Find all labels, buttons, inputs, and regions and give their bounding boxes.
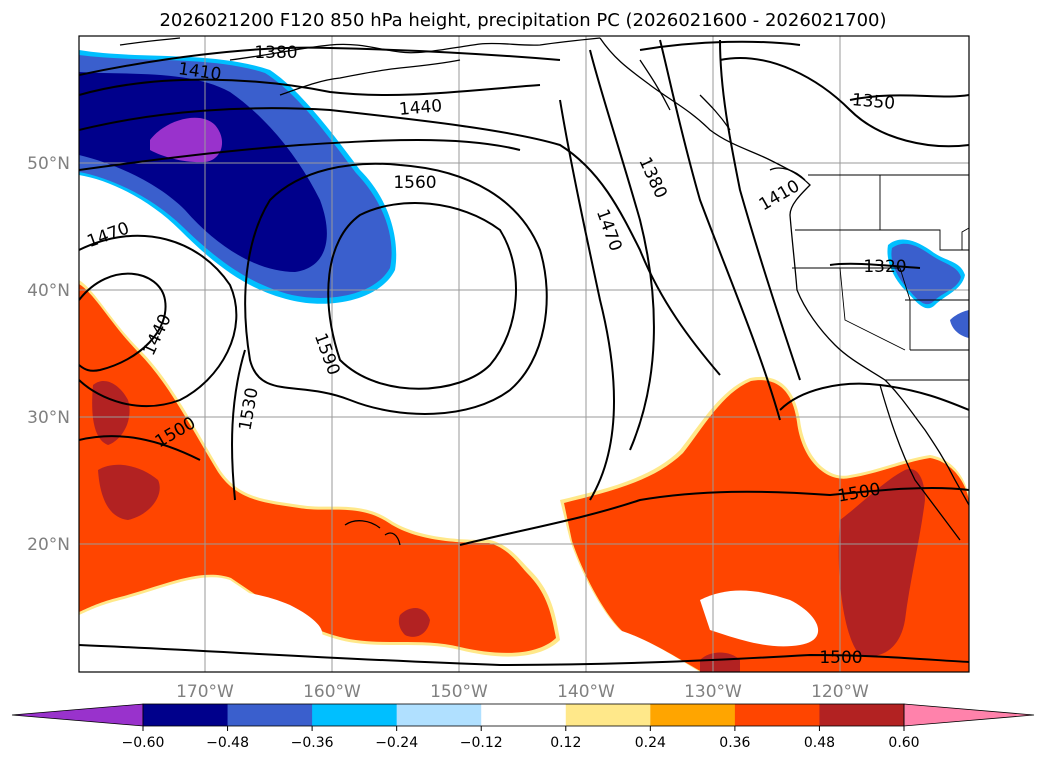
lat-label: 50°N — [27, 154, 70, 174]
colorbar-tick-label: 0.60 — [888, 735, 919, 751]
positive-anomaly-east — [560, 376, 969, 672]
colorbar-tick-label: −0.24 — [375, 735, 418, 751]
lat-label: 20°N — [27, 535, 70, 555]
colorbar-segment — [650, 704, 736, 726]
colorbar-tick-label: −0.60 — [122, 735, 165, 751]
lon-label: 130°W — [684, 682, 742, 702]
colorbar-tick-label: 0.48 — [804, 735, 835, 751]
colorbar-segment — [734, 704, 820, 726]
political-borders — [792, 174, 969, 381]
colorbar-tick-label: 0.24 — [635, 735, 666, 751]
lon-label: 160°W — [303, 682, 361, 702]
lon-label: 150°W — [430, 682, 488, 702]
map-plot-area: 1380 1410 1440 1560 1350 1380 1470 1470 … — [79, 36, 969, 672]
contour-label: 1560 — [393, 173, 436, 193]
contour-label: 1320 — [863, 257, 906, 277]
contour-label: 1500 — [819, 648, 862, 668]
colorbar-extend-high — [903, 703, 1035, 727]
colorbar-tick-labels: −0.60 −0.48 −0.36 −0.24 −0.12 0.12 0.24 0.36 0.4… — [122, 726, 920, 751]
colorbar-segment — [396, 704, 482, 726]
colorbar-tick-label: 0.36 — [719, 735, 750, 751]
contour-label: 1440 — [398, 96, 443, 120]
colorbar-tick-label: −0.12 — [460, 735, 503, 751]
colorbar-segment — [143, 704, 229, 726]
colorbar-segment — [227, 704, 313, 726]
map-gridlines — [79, 36, 969, 672]
colorbar-tick-label: −0.36 — [291, 735, 334, 751]
lon-label: 140°W — [557, 682, 615, 702]
contour-label: 1350 — [851, 90, 896, 114]
colorbar-segment — [481, 704, 567, 726]
colorbar-segment — [312, 704, 398, 726]
colorbar-tick-label: 0.12 — [550, 735, 581, 751]
colorbar-segment — [565, 704, 651, 726]
map-frame — [78, 35, 970, 673]
colorbar-segment — [819, 704, 905, 726]
lat-label: 30°N — [27, 408, 70, 428]
lat-label: 40°N — [27, 281, 70, 301]
lon-label: 120°W — [811, 682, 869, 702]
colorbar: −0.60 −0.48 −0.36 −0.24 −0.12 0.12 0.24 0.36 0.4… — [11, 703, 1035, 751]
latitude-labels: 50°N 40°N 30°N 20°N — [27, 154, 70, 555]
colorbar-segments — [11, 703, 1035, 727]
longitude-labels: 170°W 160°W 150°W 140°W 130°W 120°W — [176, 682, 869, 702]
map-title: 2026021200 F120 850 hPa height, precipit… — [159, 10, 886, 31]
colorbar-frame — [142, 703, 905, 727]
height-contours — [79, 39, 969, 667]
positive-anomaly-west — [79, 280, 560, 657]
colorbar-tick-label: −0.48 — [206, 735, 249, 751]
colorbar-extend-low — [11, 703, 144, 727]
contour-label: 1380 — [254, 43, 297, 63]
lon-label: 170°W — [176, 682, 234, 702]
